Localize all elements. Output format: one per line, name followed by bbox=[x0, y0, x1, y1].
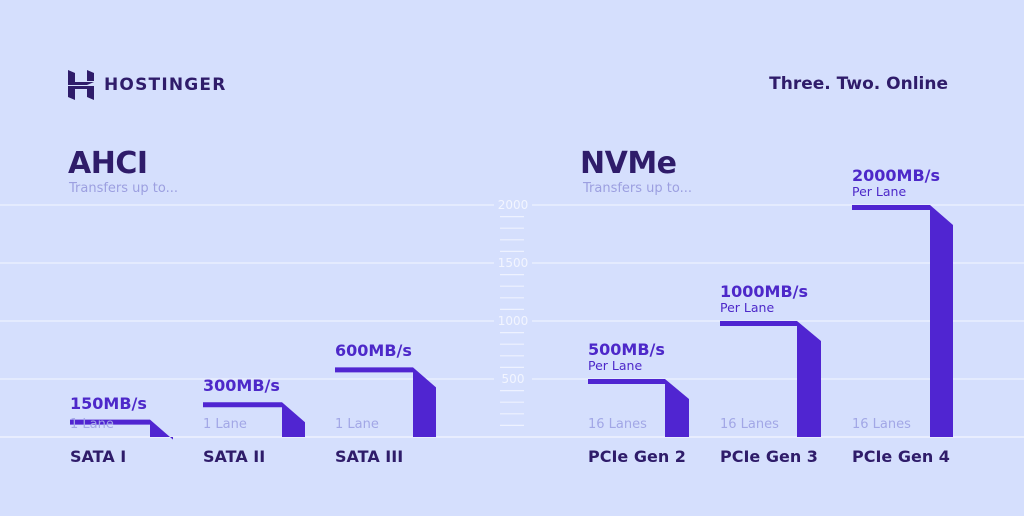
bar-pcie-gen-3 bbox=[720, 321, 821, 437]
value-label: 150MB/s bbox=[70, 393, 147, 413]
category-label: SATA II bbox=[203, 447, 266, 466]
bar-pcie-gen-2 bbox=[588, 379, 689, 437]
tagline: Three. Two. Online bbox=[769, 74, 948, 94]
lane-count-label: 1 Lane bbox=[335, 417, 379, 432]
lane-count-label: 16 Lanes bbox=[852, 417, 911, 432]
value-label: 2000MB/s bbox=[852, 166, 941, 185]
ahci-title: AHCI bbox=[68, 146, 148, 181]
value-label: 1000MB/s bbox=[720, 282, 809, 301]
bar-pcie-gen-4 bbox=[852, 205, 953, 437]
value-label: 300MB/s bbox=[203, 376, 280, 396]
brand-name: HOSTINGER bbox=[104, 75, 227, 95]
category-label: SATA III bbox=[335, 447, 404, 466]
per-lane-label: Per Lane bbox=[852, 184, 907, 199]
y-tick-label: 2000 bbox=[498, 198, 529, 212]
per-lane-label: Per Lane bbox=[720, 300, 775, 315]
category-label: SATA I bbox=[70, 447, 127, 466]
brand-logo: HOSTINGER bbox=[68, 70, 227, 100]
lane-count-label: 16 Lanes bbox=[588, 417, 647, 432]
lane-count-label: 1 Lane bbox=[203, 417, 247, 432]
category-label: PCIe Gen 4 bbox=[852, 447, 950, 466]
value-label: 600MB/s bbox=[335, 341, 412, 361]
per-lane-label: Per Lane bbox=[588, 358, 643, 373]
lane-count-label: 1 Lane bbox=[70, 417, 114, 432]
nvme-subtitle: Transfers up to... bbox=[583, 181, 693, 196]
category-label: PCIe Gen 3 bbox=[720, 447, 818, 466]
ahci-subtitle: Transfers up to... bbox=[69, 181, 179, 196]
lane-count-label: 16 Lanes bbox=[720, 417, 779, 432]
bar-sata-i bbox=[70, 419, 173, 440]
hostinger-logo-icon bbox=[68, 70, 94, 100]
bar-sata-ii bbox=[203, 402, 305, 437]
value-label: 500MB/s bbox=[588, 340, 665, 359]
y-tick-label: 1000 bbox=[498, 314, 529, 328]
y-tick-label: 500 bbox=[502, 372, 525, 386]
category-label: PCIe Gen 2 bbox=[588, 447, 686, 466]
y-tick-label: 1500 bbox=[498, 256, 529, 270]
nvme-title: NVMe bbox=[580, 146, 677, 181]
bar-sata-iii bbox=[335, 367, 436, 437]
